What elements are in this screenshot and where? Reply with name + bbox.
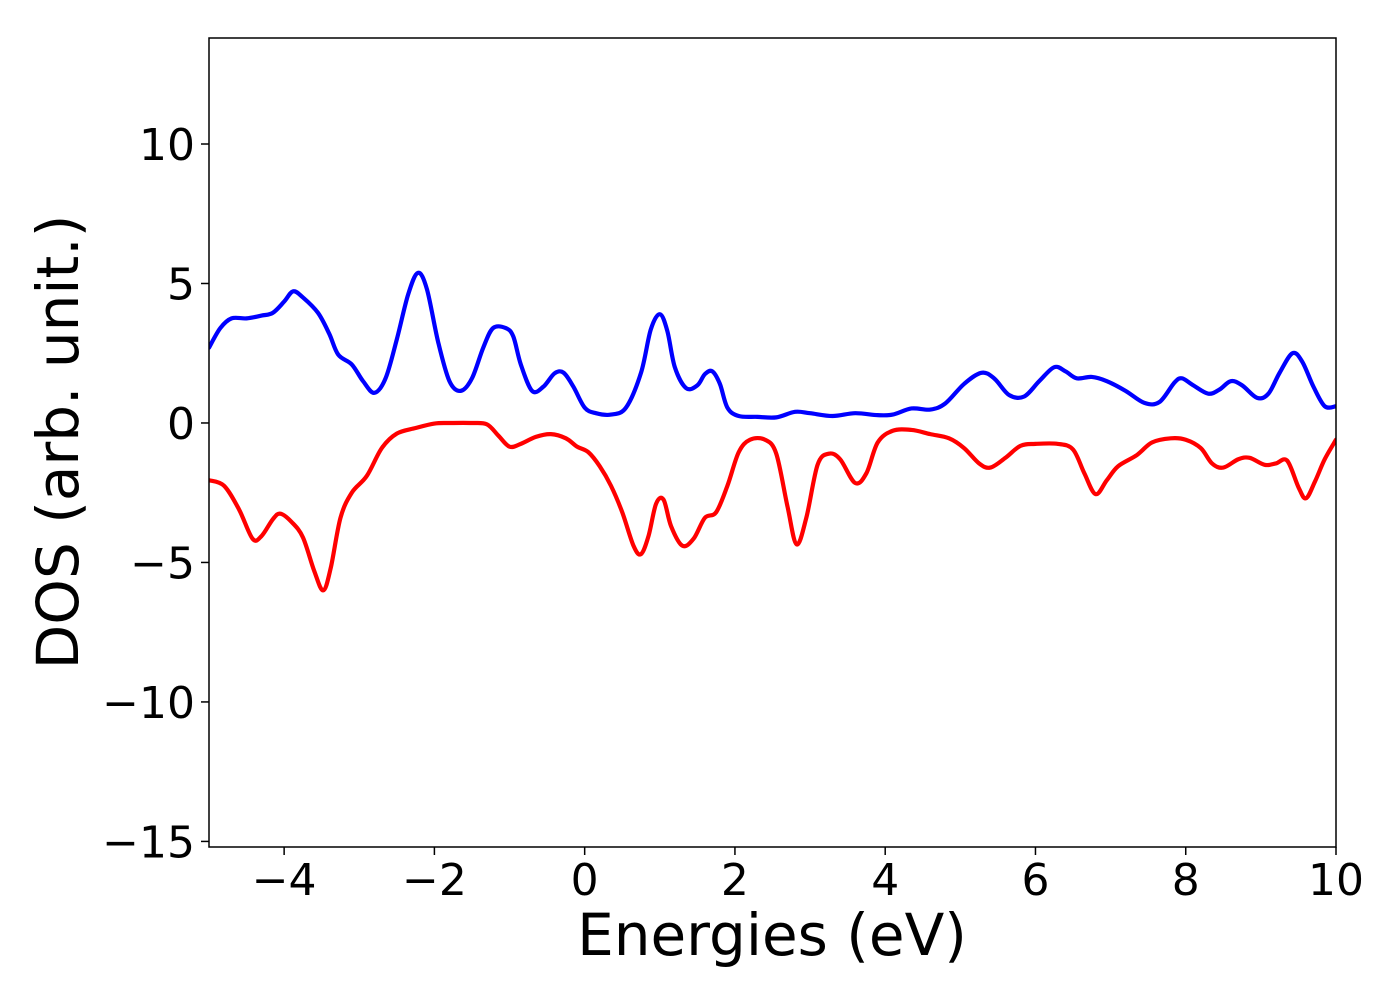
- plot-frame: [208, 37, 1337, 848]
- series-line-lower: [209, 420, 1336, 593]
- x-tick-label: 10: [1308, 855, 1364, 906]
- y-tick-label: −15: [102, 817, 195, 868]
- y-tick-label: 10: [139, 120, 195, 171]
- x-tick-label: −2: [402, 855, 467, 906]
- x-tick-label: −4: [252, 855, 317, 906]
- y-tick-label: −5: [130, 538, 195, 589]
- x-tick-label: 8: [1172, 855, 1200, 906]
- x-tick-label: 0: [571, 855, 599, 906]
- y-tick-label: 0: [167, 399, 195, 450]
- x-axis-label: Energies (eV): [577, 901, 967, 969]
- x-tick-label: 4: [871, 855, 899, 906]
- y-tick-label: −10: [102, 678, 195, 729]
- y-axis-ticks: 10 5 0 −5 −10 −15: [102, 120, 209, 868]
- x-tick-label: 2: [721, 855, 749, 906]
- series-line-upper: [209, 270, 1336, 420]
- x-axis-ticks: −4 −2 0 2 4 6 8 10: [252, 847, 1364, 906]
- y-axis-label: DOS (arb. unit.): [24, 215, 92, 670]
- series-layer: [209, 270, 1336, 593]
- y-tick-label: 5: [167, 259, 195, 310]
- x-tick-label: 6: [1021, 855, 1049, 906]
